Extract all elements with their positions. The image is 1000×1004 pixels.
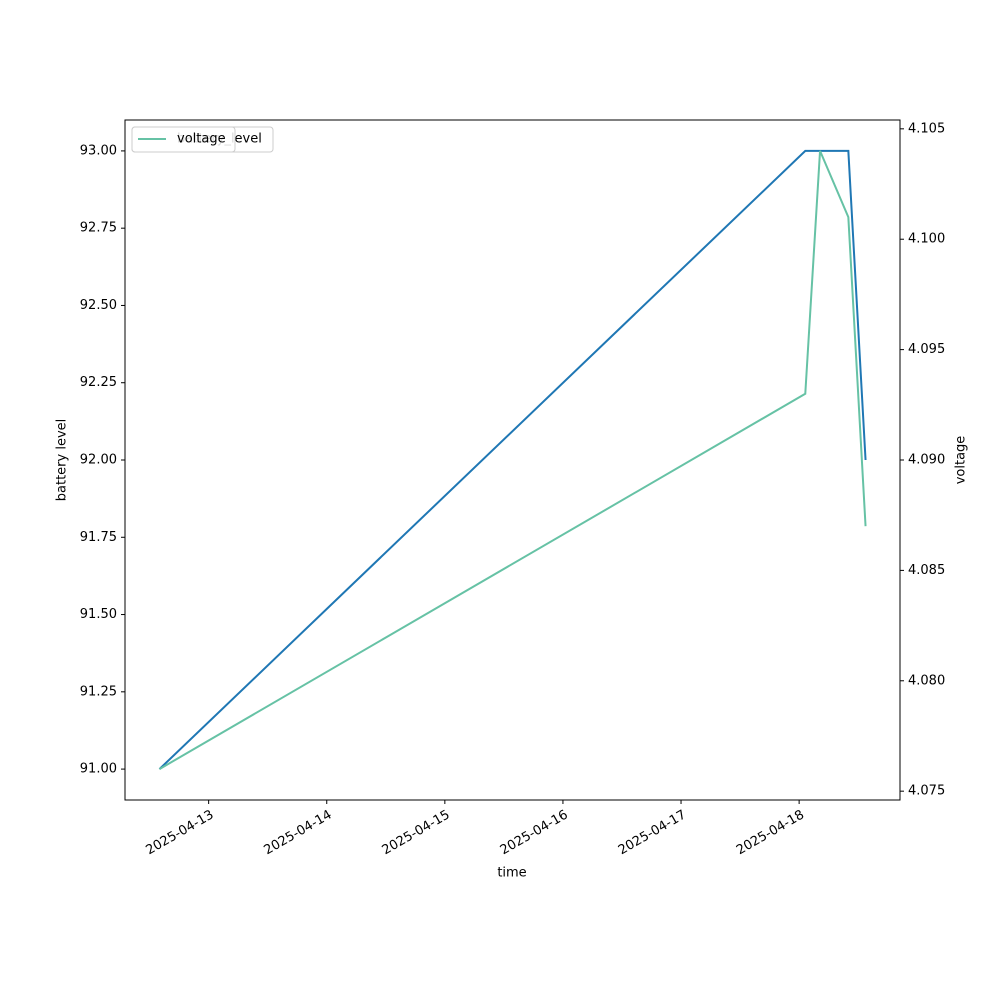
y-tick-label: 93.00 [80,143,117,158]
y2-tick-label: 4.095 [908,342,945,357]
y2-tick-label: 4.105 [908,121,945,136]
y-tick-label: 92.00 [80,453,117,468]
y2-axis-label: voltage [954,436,969,485]
y-tick-label: 91.00 [80,762,117,777]
y-tick-label: 91.50 [80,607,117,622]
y-tick-label: 92.75 [80,221,117,236]
y2-tick-label: 4.080 [908,673,945,688]
y2-tick-label: 4.075 [908,784,945,799]
legend-label: voltage [177,132,226,147]
y2-tick-label: 4.100 [908,232,945,247]
series-line [158,150,867,770]
legend-box [131,126,236,153]
y-tick-label: 91.25 [80,684,117,699]
x-axis-label: time [497,866,526,881]
y-tick-label: 92.50 [80,298,117,313]
plot-frame [124,119,901,801]
y2-tick-label: 4.085 [908,563,945,578]
y-tick-label: 91.75 [80,530,117,545]
y2-tick-label: 4.090 [908,453,945,468]
y-tick-label: 92.25 [80,375,117,390]
y-axis-label: battery level [55,419,70,502]
